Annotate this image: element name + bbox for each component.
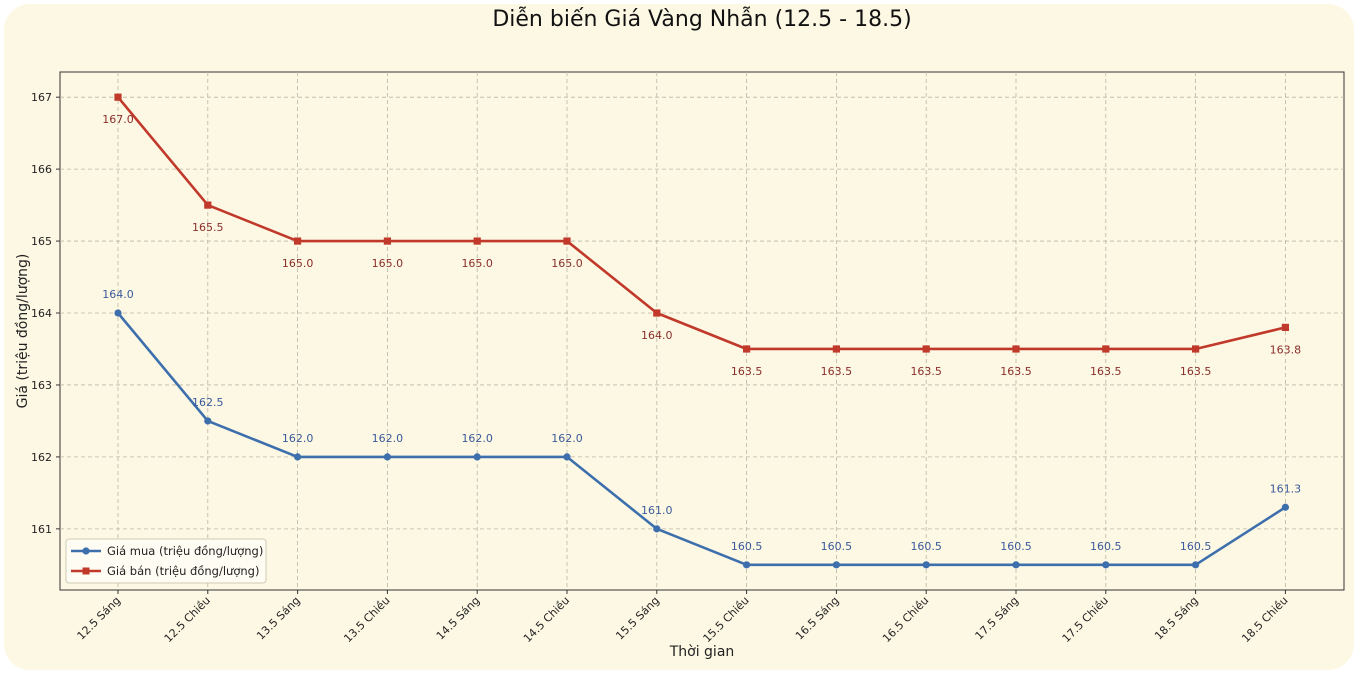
buy-data-label: 162.0 <box>461 432 493 445</box>
legend-buy-label: Giá mua (triệu đồng/lượng) <box>107 544 263 558</box>
x-tick-label: 16.5 Sáng <box>793 594 842 643</box>
buy-point <box>832 561 841 569</box>
buy-point <box>294 453 302 461</box>
sell-data-label: 163.5 <box>1180 365 1212 378</box>
sell-data-label: 163.5 <box>910 365 942 378</box>
buy-data-label: 162.5 <box>192 396 224 409</box>
x-tick-label: 18.5 Sáng <box>1152 594 1201 643</box>
y-tick-label: 167 <box>31 91 52 104</box>
buy-point <box>743 561 751 569</box>
sell-data-label: 165.0 <box>282 257 314 270</box>
sell-point <box>114 93 122 101</box>
y-tick-label: 161 <box>31 523 52 536</box>
buy-point <box>1102 561 1110 569</box>
buy-data-label: 162.0 <box>282 432 314 445</box>
buy-point <box>563 453 571 461</box>
buy-data-label: 161.0 <box>641 504 673 517</box>
sell-data-label: 165.0 <box>551 257 583 270</box>
y-tick-label: 166 <box>31 163 52 176</box>
buy-point <box>204 417 212 425</box>
x-tick-label: 12.5 Chiều <box>162 594 213 645</box>
data-labels: 164.0 162.5 162.0 162.0 162.0 162.0 161.0 160.5… <box>102 113 1301 553</box>
legend-sell-marker <box>82 567 90 575</box>
buy-data-label: 160.5 <box>1090 540 1122 553</box>
sell-data-label: 164.0 <box>641 329 673 342</box>
sell-data-label: 163.5 <box>1090 365 1122 378</box>
buy-point <box>653 525 661 533</box>
sell-data-label: 163.5 <box>731 365 763 378</box>
x-tick-label: 15.5 Chiều <box>701 594 752 645</box>
series <box>114 93 1289 569</box>
x-tick-label: 17.5 Chiều <box>1060 594 1111 645</box>
buy-data-label: 162.0 <box>551 432 583 445</box>
chart-title: Diễn biến Giá Vàng Nhẫn (12.5 - 18.5) <box>492 6 911 32</box>
sell-series-line <box>117 96 1286 351</box>
sell-point <box>653 309 661 317</box>
legend: Giá mua (triệu đồng/lượng) Giá bán (triệ… <box>65 538 267 584</box>
x-axis-label: Thời gian <box>669 644 735 660</box>
sell-point <box>743 345 751 353</box>
y-tick-label: 163 <box>31 379 52 392</box>
y-tick-label: 164 <box>31 307 52 320</box>
sell-point <box>922 345 930 353</box>
buy-point <box>1012 561 1020 569</box>
x-tick-label: 14.5 Sáng <box>434 594 483 643</box>
sell-point <box>832 345 840 353</box>
x-tick-label: 16.5 Chiều <box>880 594 931 645</box>
sell-point <box>1281 323 1289 332</box>
sell-point <box>294 237 302 245</box>
sell-data-label: 163.5 <box>1000 365 1032 378</box>
buy-series-line <box>117 312 1287 567</box>
buy-data-label: 160.5 <box>1000 540 1032 553</box>
x-ticks: 12.5 Sáng 12.5 Chiều 13.5 Sáng 13.5 Chiều 14… <box>75 590 1291 645</box>
buy-point <box>114 309 122 317</box>
sell-point <box>1012 345 1020 353</box>
buy-point <box>1192 561 1200 569</box>
sell-data-label: 167.0 <box>102 113 134 126</box>
sell-data-label: 163.8 <box>1270 343 1302 356</box>
x-tick-label: 17.5 Sáng <box>973 594 1022 643</box>
x-tick-label: 12.5 Sáng <box>75 594 124 643</box>
sell-data-label: 165.0 <box>372 257 404 270</box>
plot-area <box>59 71 1345 591</box>
sell-data-label: 165.0 <box>461 257 493 270</box>
legend-box <box>65 538 267 584</box>
buy-point <box>922 561 930 569</box>
buy-point <box>473 453 481 461</box>
x-tick-label: 18.5 Chiều <box>1239 594 1290 645</box>
x-tick-label: 14.5 Chiều <box>521 594 572 645</box>
buy-data-label: 160.5 <box>910 540 942 553</box>
grid <box>60 72 1344 590</box>
buy-point <box>1281 503 1289 511</box>
x-tick-label: 13.5 Sáng <box>254 594 303 643</box>
buy-data-label: 161.3 <box>1270 482 1302 495</box>
sell-point <box>563 237 571 245</box>
legend-buy-marker <box>82 547 90 555</box>
buy-point <box>383 453 391 461</box>
sell-point <box>204 201 212 209</box>
sell-data-label: 165.5 <box>192 221 224 234</box>
y-tick-label: 165 <box>31 235 52 248</box>
sell-point <box>383 237 391 245</box>
buy-data-label: 160.5 <box>821 540 853 553</box>
sell-point <box>473 237 481 245</box>
x-tick-label: 13.5 Chiều <box>341 594 392 645</box>
y-ticks: 161 162 163 164 165 166 167 <box>31 91 60 536</box>
buy-data-label: 164.0 <box>102 288 134 301</box>
legend-sell-label: Giá bán (triệu đồng/lượng) <box>107 564 259 578</box>
buy-data-label: 160.5 <box>731 540 763 553</box>
sell-point <box>1102 345 1110 353</box>
y-tick-label: 162 <box>31 451 52 464</box>
sell-data-label: 163.5 <box>821 365 853 378</box>
sell-point <box>1192 345 1200 353</box>
x-tick-label: 15.5 Sáng <box>613 594 662 643</box>
buy-data-label: 162.0 <box>372 432 404 445</box>
buy-data-label: 160.5 <box>1180 540 1212 553</box>
y-axis-label: Giá (triệu đồng/lượng) <box>14 254 31 409</box>
